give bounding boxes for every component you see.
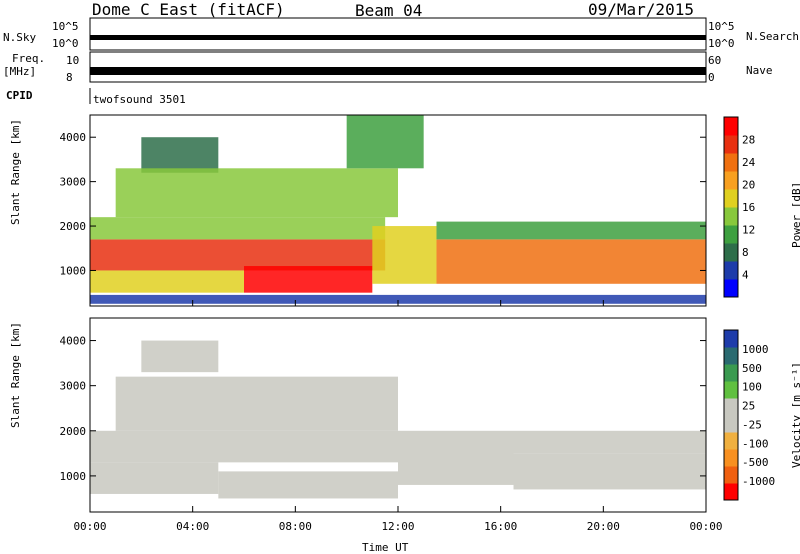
data-band-power-1	[90, 217, 386, 240]
chart-title: Dome C East (fitACF)	[92, 0, 285, 19]
nave-label: Nave	[746, 64, 773, 77]
power-colorbar-tick-2: 20	[742, 179, 755, 192]
velocity-colorbar-tick-0: 1000	[742, 343, 769, 356]
power-colorbar-tick-5: 8	[742, 246, 749, 259]
velocity-colorbar-seg-3	[724, 432, 738, 450]
xtick-label-5: 20:00	[587, 520, 620, 533]
nsearch-tick-low: 10^0	[708, 37, 735, 50]
power-colorbar-seg-3	[724, 225, 738, 244]
nsky-tick-high: 10^5	[52, 20, 79, 33]
power-ytick-label-1: 2000	[60, 220, 87, 233]
velocity-colorbar-seg-2	[724, 449, 738, 467]
velocity-colorbar-tick-1: 500	[742, 362, 762, 375]
power-ytick-label-0: 1000	[60, 264, 87, 277]
velocity-ytick-label-0: 1000	[60, 470, 87, 483]
power-colorbar-frame	[723, 116, 739, 298]
data-band-power-4	[372, 226, 437, 284]
power-colorbar-seg-1	[724, 261, 738, 280]
power-colorbar-seg-4	[724, 207, 738, 226]
data-band-power-3	[244, 266, 373, 293]
beam-label: Beam 04	[355, 1, 423, 20]
power-colorbar-seg-7	[724, 153, 738, 172]
data-band-velocity-7	[141, 340, 219, 373]
data-band-power-7	[141, 137, 219, 173]
velocity-colorbar-tick-6: -500	[742, 456, 769, 469]
data-band-power-10	[90, 294, 706, 304]
velocity-colorbar-seg-1	[724, 466, 738, 484]
xtick-label-3: 12:00	[381, 520, 414, 533]
data-band-power-6	[436, 221, 706, 240]
cpid-label: CPID	[6, 89, 33, 102]
power-colorbar-tick-3: 16	[742, 201, 755, 214]
velocity-colorbar-tick-4: -25	[742, 418, 762, 431]
velocity-colorbar-seg-8	[724, 347, 738, 365]
xtick-label-1: 04:00	[176, 520, 209, 533]
data-band-power-9	[346, 115, 424, 169]
velocity-ytick-label-2: 3000	[60, 380, 87, 393]
velocity-colorbar-seg-6	[724, 381, 738, 399]
freq-tick-low: 8	[66, 71, 73, 84]
power-colorbar-tick-6: 4	[742, 269, 749, 282]
date-label: 09/Mar/2015	[588, 0, 694, 19]
power-colorbar-tick-1: 24	[742, 156, 756, 169]
data-band-power-5	[436, 239, 706, 284]
nsearch-tick-high: 10^5	[708, 20, 735, 33]
velocity-colorbar-tick-7: -1000	[742, 475, 775, 488]
velocity-colorbar-seg-4	[724, 415, 738, 433]
velocity-colorbar-tick-2: 100	[742, 381, 762, 394]
velocity-colorbar-tick-3: 25	[742, 400, 755, 413]
data-band-velocity-3	[398, 430, 514, 485]
velocity-colorbar-seg-7	[724, 364, 738, 382]
velocity-colorbar-seg-9	[724, 330, 738, 348]
nsky-frame	[89, 17, 707, 51]
power-ytick-label-3: 4000	[60, 131, 87, 144]
power-colorbar-seg-5	[724, 189, 738, 208]
xtick-label-0: 00:00	[73, 520, 106, 533]
velocity-colorbar-frame	[723, 329, 739, 501]
data-band-velocity-4	[513, 453, 706, 490]
data-band-power-2	[90, 270, 244, 293]
data-band-velocity-1	[90, 462, 219, 494]
velocity-colorbar-seg-5	[724, 398, 738, 416]
cpid-value: twofsound 3501	[93, 93, 186, 106]
data-band-velocity-5	[513, 430, 706, 454]
data-band-velocity-2	[218, 471, 398, 499]
power-colorbar-tick-0: 28	[742, 134, 755, 147]
xtick-label-2: 08:00	[279, 520, 312, 533]
nsky-tick-low: 10^0	[52, 37, 79, 50]
velocity-colorbar-tick-5: -100	[742, 437, 769, 450]
nave-tick-low: 0	[708, 71, 715, 84]
xtick-label-4: 16:00	[484, 520, 517, 533]
power-colorbar-seg-9	[724, 117, 738, 136]
freq-unit-label: [MHz]	[3, 65, 37, 78]
power-ytick-label-2: 3000	[60, 176, 87, 189]
freq-trace	[90, 67, 706, 75]
xtick-label-6: 00:00	[689, 520, 722, 533]
nave-tick-high: 60	[708, 54, 722, 67]
power-colorbar-seg-8	[724, 135, 738, 154]
power-colorbar-tick-4: 12	[742, 224, 755, 237]
data-band-power-0	[90, 239, 386, 271]
nsearch-label: N.Search	[746, 30, 799, 43]
nsky-trace	[90, 35, 706, 40]
power-colorbar-seg-0	[724, 279, 738, 298]
data-band-velocity-6	[115, 376, 399, 431]
xaxis-label: Time UT	[362, 541, 409, 554]
nsky-label: N.Sky	[3, 31, 37, 44]
velocity-ytick-label-3: 4000	[60, 335, 87, 348]
power-colorbar-seg-2	[724, 243, 738, 262]
freq-label: Freq.	[12, 52, 46, 65]
data-band-power-8	[115, 168, 399, 218]
power-colorbar-seg-6	[724, 171, 738, 190]
data-band-velocity-0	[90, 430, 398, 463]
velocity-colorbar-seg-0	[724, 483, 738, 501]
freq-tick-high: 10	[66, 54, 80, 67]
velocity-ytick-label-1: 2000	[60, 425, 87, 438]
